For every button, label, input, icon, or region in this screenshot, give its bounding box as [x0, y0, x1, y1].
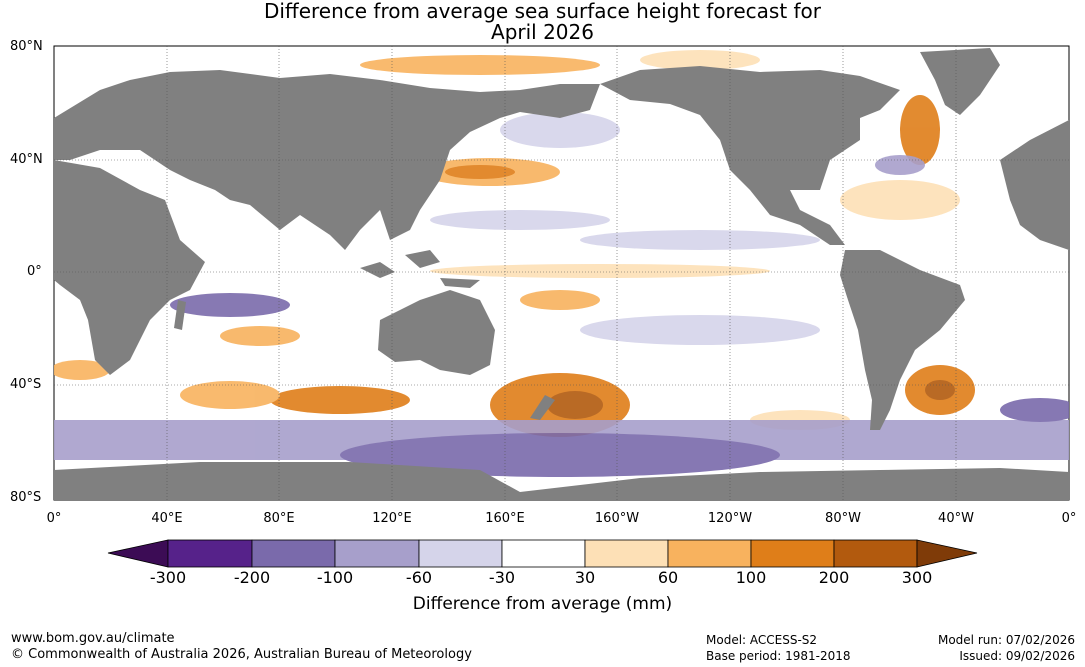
colorbar-label: Difference from average (mm): [412, 594, 673, 614]
negative-anomalies: [54, 112, 1069, 477]
colorbar-tick: -60: [405, 568, 433, 587]
lon-label-120w: 120°W: [707, 511, 753, 526]
footer-website: www.bom.gov.au/climate: [11, 631, 175, 646]
footer-copyright: © Commonwealth of Australia 2026, Austra…: [11, 647, 472, 662]
colorbar-over: [916, 539, 978, 568]
lon-label-40w: 40°W: [938, 511, 974, 526]
footer-model-run: Model run: 07/02/2026: [937, 633, 1075, 647]
colorbar-bin-6: [584, 539, 669, 568]
lon-label-80e: 80°E: [263, 511, 295, 526]
colorbar-tick: -200: [233, 568, 271, 587]
colorbar-bin-7: [667, 539, 752, 568]
lon-label-160w: 160°W: [594, 511, 640, 526]
colorbar-tick: 200: [818, 568, 850, 587]
colorbar-bin-2: [251, 539, 336, 568]
lat-label-40s: 40°S: [10, 377, 42, 392]
footer-model: Model: ACCESS-S2: [706, 633, 818, 647]
colorbar-under: [107, 539, 169, 568]
title-line-1: Difference from average sea surface heig…: [263, 0, 822, 23]
lon-label-160e: 160°E: [485, 511, 525, 526]
colorbar-bin-1: [167, 539, 253, 568]
graticule: [54, 46, 1069, 500]
lat-label-80n: 80°N: [10, 39, 43, 54]
title-line-2: April 2026: [491, 20, 594, 44]
colorbar-bin-5: [501, 539, 586, 568]
lon-label-0: 0°: [46, 511, 62, 526]
lon-label-0-east: 0°: [1061, 511, 1077, 526]
colorbar-tick: -300: [149, 568, 187, 587]
colorbar-bin-4: [418, 539, 503, 568]
footer-issued: Issued: 09/02/2026: [959, 649, 1075, 663]
lon-label-80w: 80°W: [825, 511, 861, 526]
colorbar-tick: -30: [488, 568, 516, 587]
colorbar-tick: -100: [316, 568, 354, 587]
lon-label-40e: 40°E: [151, 511, 183, 526]
colorbar-tick: 60: [657, 568, 679, 587]
colorbar-bin-8: [750, 539, 835, 568]
lon-label-120e: 120°E: [372, 511, 412, 526]
land: [54, 48, 1069, 500]
lat-label-80s: 80°S: [10, 490, 42, 505]
footer-base-period: Base period: 1981-2018: [706, 649, 851, 663]
lat-label-40n: 40°N: [10, 152, 43, 167]
colorbar: [107, 539, 978, 568]
colorbar-tick: 300: [901, 568, 933, 587]
lat-label-equator: 0°: [27, 264, 42, 279]
colorbar-tick: 30: [574, 568, 596, 587]
colorbar-bin-9: [833, 539, 918, 568]
colorbar-tick: 100: [735, 568, 767, 587]
colorbar-bin-3: [334, 539, 420, 568]
